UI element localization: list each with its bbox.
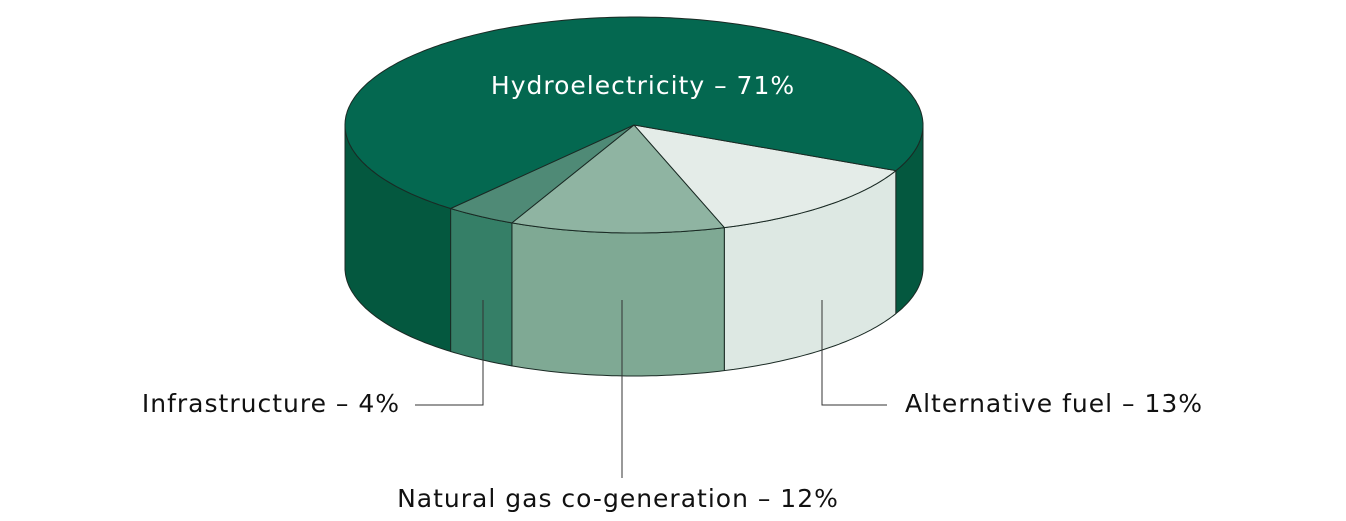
- data-label: Infrastructure – 4%: [142, 389, 400, 418]
- leader-line: [415, 300, 484, 406]
- data-label: Alternative fuel – 13%: [905, 389, 1203, 418]
- slice: [449, 124, 635, 224]
- slice-side: [450, 207, 513, 367]
- slice: [632, 124, 898, 229]
- data-label: Hydroelectricity – 71%: [491, 71, 795, 100]
- leader-line: [821, 300, 887, 406]
- slice: [344, 16, 924, 210]
- data-label: Natural gas co-generation – 12%: [397, 484, 839, 513]
- slice-side: [511, 222, 725, 377]
- slice: [510, 124, 726, 234]
